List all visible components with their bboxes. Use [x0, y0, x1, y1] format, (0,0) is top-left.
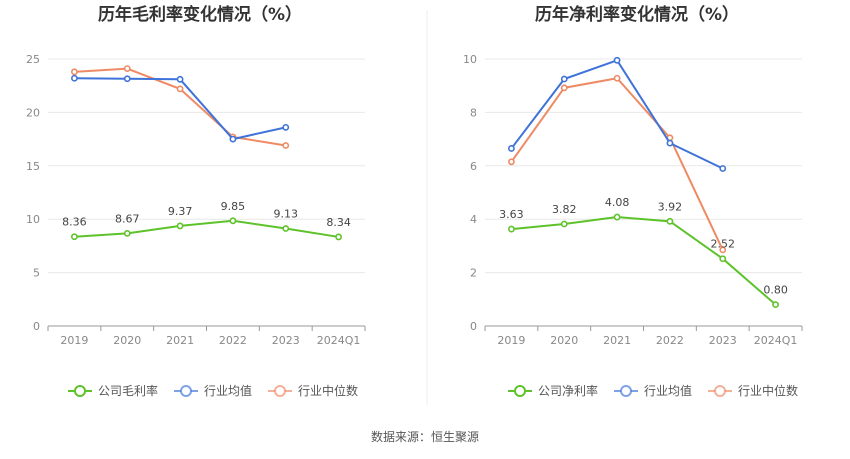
data-point-company: [666, 217, 674, 225]
legend-item-avg: 行业均值: [174, 383, 252, 398]
series-line-company: [511, 216, 777, 306]
data-point-company: [229, 217, 237, 225]
chart-title: 历年净利率变化情况（%）: [535, 4, 739, 25]
data-point-avg: [123, 75, 131, 83]
data-label: 8.67: [115, 212, 140, 225]
data-point-company: [613, 213, 621, 221]
data-point-median: [123, 65, 131, 73]
x-tick-label: 2024Q1: [754, 334, 798, 347]
x-tick-label: 2020: [550, 334, 578, 347]
data-point-avg: [560, 75, 568, 83]
data-label: 8.34: [326, 216, 351, 229]
legend-swatch-marker: [74, 385, 86, 397]
y-tick-label: 0: [33, 320, 40, 333]
data-point-company: [335, 233, 342, 241]
data-label: 8.36: [62, 216, 87, 229]
legend-item-median: 行业中位数: [708, 383, 798, 398]
data-point-median: [282, 142, 290, 149]
y-tick-label: 8: [470, 106, 477, 119]
legend-swatch-marker: [274, 385, 286, 397]
data-point-avg: [71, 74, 78, 82]
x-tick-label: 2021: [603, 334, 631, 347]
data-point-avg: [282, 123, 290, 131]
legend-label: 行业均值: [644, 383, 692, 398]
y-tick-label: 4: [470, 213, 477, 226]
data-point-company: [772, 301, 779, 309]
data-label: 9.13: [274, 207, 299, 220]
data-label: 3.92: [658, 200, 683, 213]
data-point-avg: [666, 139, 674, 147]
y-tick-label: 5: [33, 267, 40, 280]
legend-label: 行业中位数: [298, 383, 358, 398]
y-tick-label: 6: [470, 160, 477, 173]
data-label: 9.85: [221, 200, 246, 213]
x-tick-label: 2021: [166, 334, 194, 347]
data-point-avg: [229, 135, 237, 143]
data-source-label: 数据来源：恒生聚源: [371, 429, 479, 444]
data-label: 3.63: [499, 208, 524, 221]
data-point-company: [560, 220, 568, 228]
x-tick-label: 2022: [219, 334, 247, 347]
legend-swatch-marker: [620, 385, 632, 397]
legend-item-median: 行业中位数: [268, 383, 358, 398]
legend-swatch-marker: [714, 385, 726, 397]
legend-label: 行业中位数: [738, 383, 798, 398]
legend-swatch-marker: [514, 385, 526, 397]
data-label: 2.52: [711, 238, 736, 251]
series-line-median: [510, 77, 724, 251]
data-point-avg: [613, 56, 621, 64]
data-point-company: [71, 233, 78, 241]
y-tick-label: 15: [26, 160, 40, 173]
data-point-avg: [719, 165, 727, 172]
chart-title: 历年毛利率变化情况（%）: [98, 4, 302, 25]
series-line-company: [74, 219, 339, 238]
x-tick-label: 2023: [272, 334, 300, 347]
data-label: 4.08: [605, 196, 630, 209]
chart-panel-1: 历年毛利率变化情况（%） 0 5 10 15 20 25 2019 2020 2021 2022 20…: [26, 4, 366, 398]
data-point-avg: [176, 75, 184, 83]
data-point-median: [560, 84, 568, 92]
legend-label: 公司毛利率: [98, 383, 158, 398]
data-point-company: [176, 222, 184, 230]
legend-item-avg: 行业均值: [614, 383, 692, 398]
legend-swatch-marker: [180, 385, 192, 397]
x-tick-label: 2019: [497, 334, 525, 347]
legend-label: 行业均值: [204, 383, 252, 398]
data-point-median: [176, 85, 184, 93]
data-label: 3.82: [552, 203, 577, 216]
data-point-company: [282, 225, 290, 232]
data-point-median: [613, 74, 621, 82]
data-point-company: [508, 225, 515, 233]
y-tick-label: 10: [26, 213, 40, 226]
chart-panel-2: 历年净利率变化情况（%） 0 2 4 6 8 10 2019 2020 2021 2022 2023 2…: [463, 4, 803, 398]
x-tick-label: 2022: [656, 334, 684, 347]
legend-item-company: 公司毛利率: [68, 383, 158, 398]
data-point-company: [719, 255, 727, 263]
y-tick-label: 10: [463, 53, 477, 66]
legend-item-company: 公司净利率: [508, 383, 598, 398]
legend-label: 公司净利率: [538, 383, 598, 398]
data-point-median: [508, 158, 515, 166]
y-tick-label: 0: [470, 320, 477, 333]
data-point-company: [123, 230, 131, 237]
data-point-median: [71, 68, 78, 76]
data-point-median: [719, 246, 727, 254]
data-label: 9.37: [168, 205, 193, 218]
y-tick-label: 20: [26, 106, 40, 119]
x-tick-label: 2024Q1: [317, 334, 361, 347]
x-tick-label: 2020: [113, 334, 141, 347]
data-label: 0.80: [763, 284, 788, 297]
y-tick-label: 25: [26, 53, 40, 66]
data-point-avg: [508, 145, 515, 152]
x-tick-label: 2023: [709, 334, 737, 347]
x-tick-label: 2019: [60, 334, 88, 347]
y-tick-label: 2: [470, 267, 477, 280]
